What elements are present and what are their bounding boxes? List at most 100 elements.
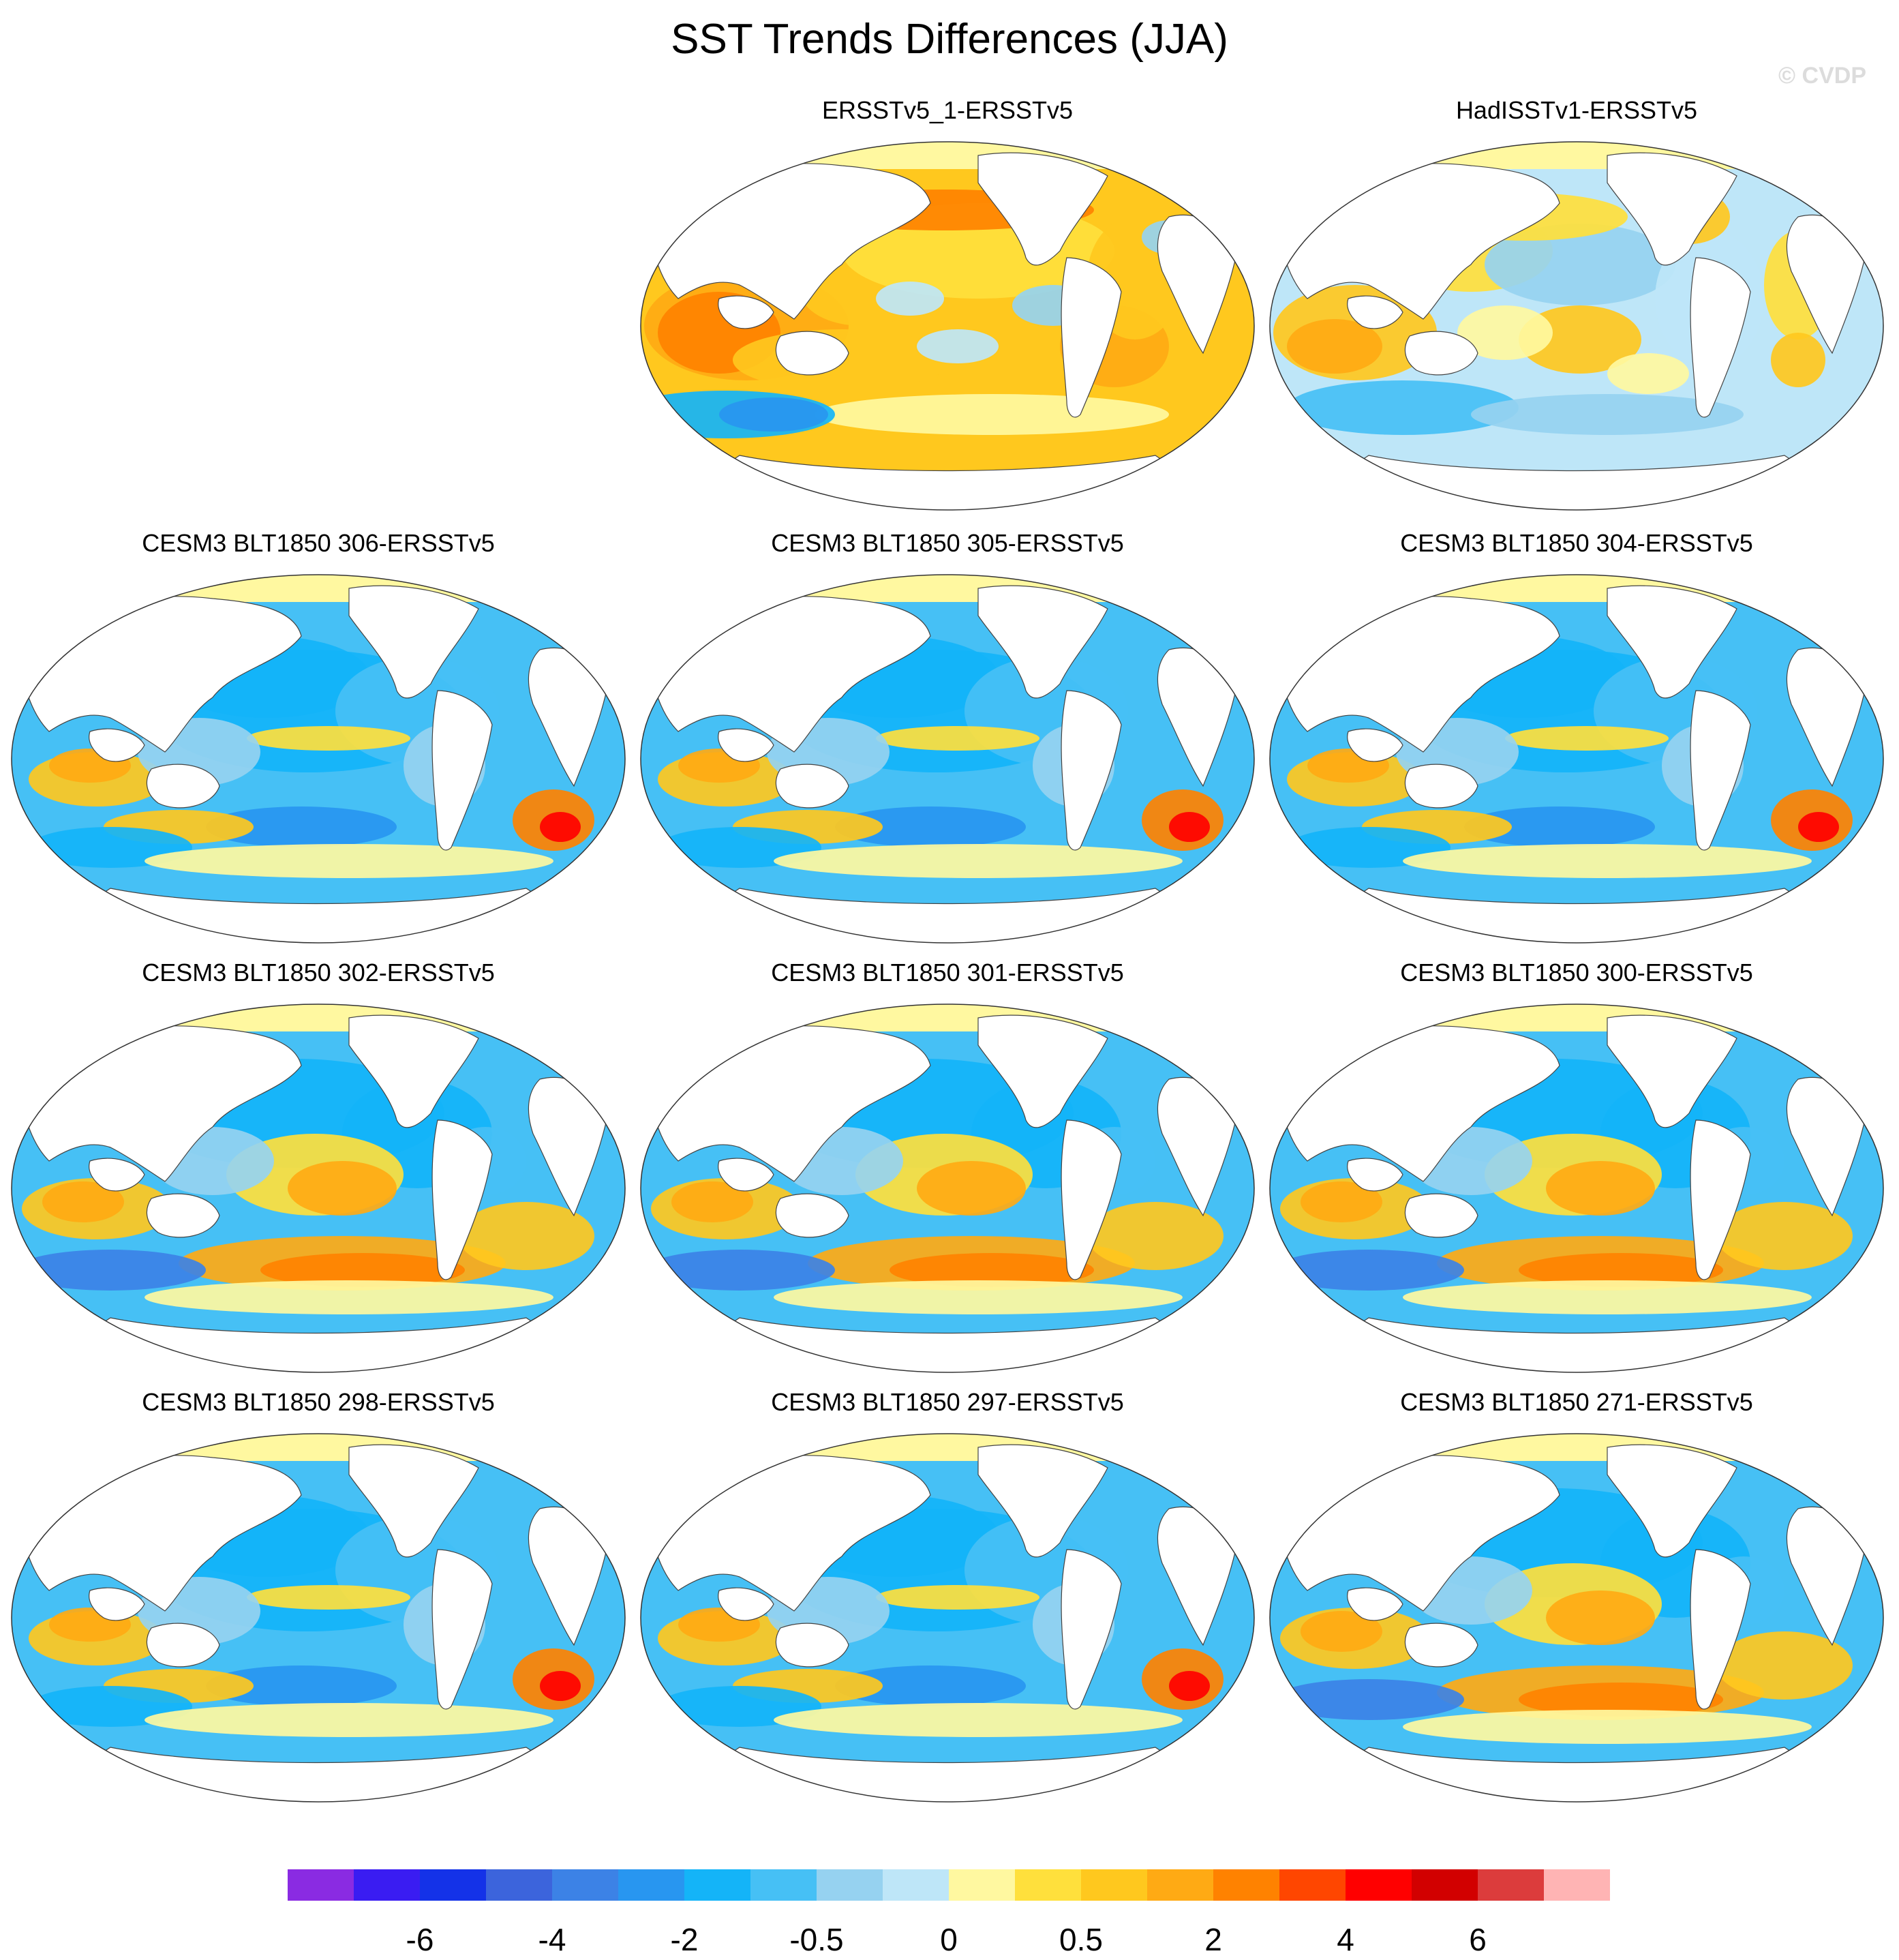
land-mass bbox=[1061, 690, 1122, 851]
colorbar-swatch bbox=[1147, 1869, 1213, 1901]
panel-title: CESM3 BLT1850 297-ERSSTv5 bbox=[771, 1388, 1124, 1416]
sst-anomaly-region bbox=[288, 1161, 397, 1216]
land-mass bbox=[1404, 1193, 1478, 1238]
land-mass bbox=[1155, 599, 1224, 635]
sst-anomaly-region bbox=[247, 1585, 410, 1610]
robinson-map bbox=[11, 1004, 626, 1373]
panel-title: HadISSTv1-ERSSTv5 bbox=[1455, 96, 1698, 124]
colorbar-tick-label: -0.5 bbox=[789, 1922, 844, 1957]
map-panel: CESM3 BLT1850 306-ERSSTv5 bbox=[8, 528, 628, 958]
arctic-band bbox=[12, 575, 625, 602]
sst-anomaly-region bbox=[1273, 1250, 1464, 1291]
sst-anomaly-region bbox=[774, 844, 1183, 878]
land-mass bbox=[1155, 1458, 1224, 1494]
sst-anomaly-region bbox=[815, 394, 1169, 435]
map-border bbox=[1269, 1004, 1884, 1373]
sst-anomaly-region bbox=[774, 1703, 1183, 1737]
robinson-map bbox=[1269, 141, 1884, 511]
map-panel: CESM3 BLT1850 300-ERSSTv5 bbox=[1266, 958, 1887, 1387]
colorbar-tick-label: -6 bbox=[406, 1922, 434, 1957]
land-mass bbox=[718, 1158, 774, 1192]
colorbar-swatch bbox=[618, 1869, 684, 1901]
land-mass bbox=[775, 1623, 849, 1668]
land-mass bbox=[1404, 1623, 1478, 1668]
sst-anomaly-region bbox=[1519, 1253, 1723, 1287]
land-mass bbox=[977, 1014, 1108, 1128]
map-panel: CESM3 BLT1850 297-ERSSTv5 bbox=[637, 1387, 1258, 1817]
colorbar-swatch bbox=[1081, 1869, 1147, 1901]
map-border bbox=[640, 1004, 1255, 1373]
land-mass bbox=[146, 764, 220, 809]
land-mass bbox=[1784, 1458, 1853, 1494]
colorbar-swatch bbox=[552, 1869, 618, 1901]
colorbar-tick-label: -4 bbox=[538, 1922, 566, 1957]
colorbar-swatch bbox=[883, 1869, 949, 1901]
colorbar-swatch bbox=[1412, 1869, 1478, 1901]
panel-title: CESM3 BLT1850 301-ERSSTv5 bbox=[771, 959, 1124, 986]
map-border bbox=[1269, 574, 1884, 944]
land-mass bbox=[146, 1623, 220, 1668]
panel-title: CESM3 BLT1850 271-ERSSTv5 bbox=[1400, 1388, 1753, 1416]
colorbar-swatch bbox=[1279, 1869, 1346, 1901]
sst-anomaly-region bbox=[15, 1250, 206, 1291]
sst-anomaly-region bbox=[1403, 1710, 1812, 1744]
land-mass bbox=[89, 728, 145, 762]
land-mass bbox=[1607, 152, 1737, 266]
map-border bbox=[640, 1433, 1255, 1803]
arctic-band bbox=[1270, 142, 1883, 169]
sst-anomaly-region bbox=[145, 1703, 553, 1737]
land-mass bbox=[1690, 1549, 1751, 1710]
panel-title: ERSSTv5_1-ERSSTv5 bbox=[821, 96, 1074, 124]
arctic-band bbox=[1270, 1434, 1883, 1461]
colorbar-swatch bbox=[354, 1869, 420, 1901]
cvdp-watermark: © CVDP bbox=[1778, 63, 1866, 89]
land-mass bbox=[1347, 1587, 1403, 1621]
colorbar-tick-label: 0 bbox=[940, 1922, 958, 1957]
arctic-band bbox=[641, 1004, 1254, 1031]
map-border bbox=[1269, 1433, 1884, 1803]
land-mass bbox=[1690, 257, 1751, 418]
colorbar-swatch bbox=[1015, 1869, 1081, 1901]
sst-anomaly-region bbox=[1798, 812, 1839, 842]
arctic-band bbox=[641, 142, 1254, 169]
map-panel: CESM3 BLT1850 271-ERSSTv5 bbox=[1266, 1387, 1887, 1817]
robinson-map bbox=[640, 141, 1255, 511]
sst-anomaly-region bbox=[774, 1280, 1183, 1314]
sst-anomaly-region bbox=[1519, 1683, 1723, 1717]
sst-anomaly-region bbox=[1301, 1611, 1382, 1652]
colorbar-swatch bbox=[486, 1869, 552, 1901]
land-mass bbox=[1784, 599, 1853, 635]
sst-anomaly-region bbox=[1716, 1631, 1853, 1700]
land-mass bbox=[1061, 1549, 1122, 1710]
sst-anomaly-region bbox=[644, 1250, 835, 1291]
sst-anomaly-region bbox=[1519, 305, 1641, 374]
robinson-map bbox=[1269, 1433, 1884, 1803]
land-mass bbox=[718, 295, 774, 329]
sst-anomaly-region bbox=[540, 812, 581, 842]
colorbar-tick-label: 4 bbox=[1337, 1922, 1354, 1957]
map-panel: CESM3 BLT1850 302-ERSSTv5 bbox=[8, 958, 628, 1387]
sst-anomaly-region bbox=[1087, 1202, 1224, 1270]
sst-anomaly-region bbox=[1464, 806, 1655, 847]
sst-anomaly-region bbox=[671, 1181, 753, 1222]
panel-title: CESM3 BLT1850 306-ERSSTv5 bbox=[142, 529, 495, 557]
land-mass bbox=[348, 585, 479, 699]
land-mass bbox=[1690, 1119, 1751, 1280]
land-mass bbox=[775, 331, 849, 376]
robinson-map bbox=[640, 1433, 1255, 1803]
sst-anomaly-region bbox=[145, 1280, 553, 1314]
map-panel: CESM3 BLT1850 305-ERSSTv5 bbox=[637, 528, 1258, 958]
arctic-band bbox=[641, 575, 1254, 602]
sst-anomaly-region bbox=[1716, 1202, 1853, 1270]
sst-anomaly-region bbox=[145, 844, 553, 878]
land-mass bbox=[775, 1193, 849, 1238]
colorbar-swatch bbox=[1544, 1869, 1610, 1901]
robinson-map bbox=[11, 1433, 626, 1803]
figure-title: SST Trends Differences (JJA) bbox=[671, 16, 1228, 63]
map-border bbox=[640, 141, 1255, 511]
panel-title: CESM3 BLT1850 305-ERSSTv5 bbox=[771, 529, 1124, 557]
robinson-map bbox=[1269, 574, 1884, 944]
colorbar-swatch bbox=[684, 1869, 750, 1901]
sst-anomaly-region bbox=[540, 1671, 581, 1701]
robinson-map bbox=[640, 1004, 1255, 1373]
